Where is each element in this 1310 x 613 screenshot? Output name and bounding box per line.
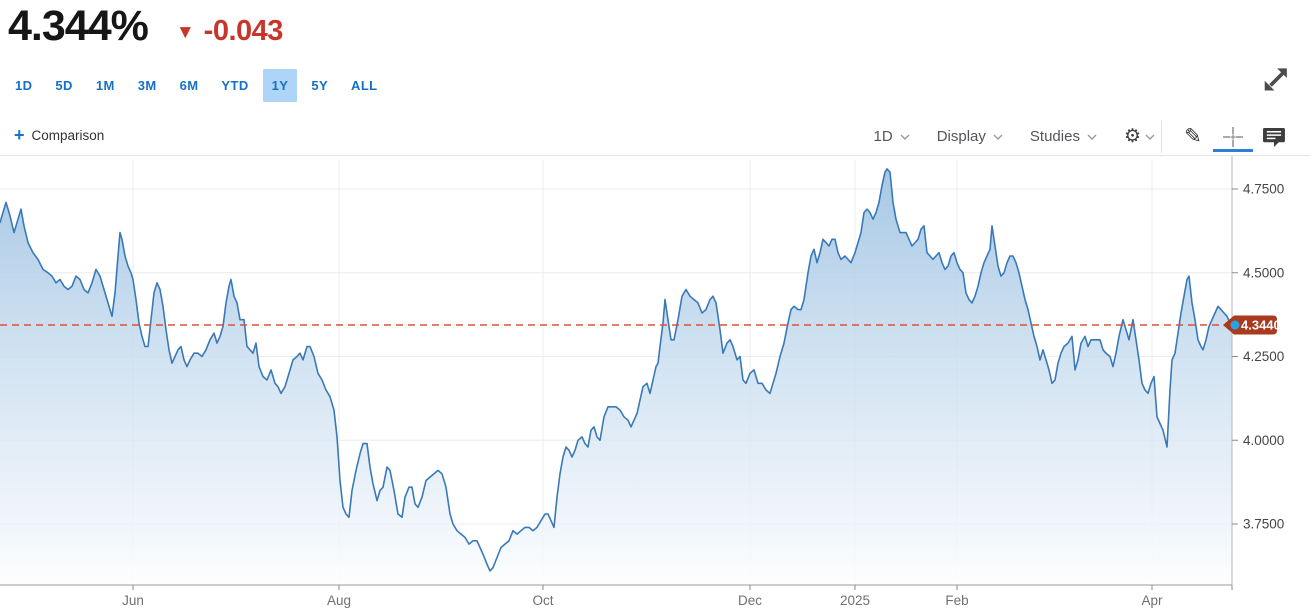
y-axis-label: 3.7500 [1243,517,1284,532]
x-axis-label: Dec [738,593,762,608]
draw-tool-button[interactable]: ✎ [1176,118,1210,155]
pencil-icon: ✎ [1184,125,1202,148]
change-value: -0.043 [203,15,284,47]
current-yield: 4.344% [8,2,149,50]
y-axis-label: 4.2500 [1243,349,1284,364]
add-comparison-button[interactable]: + Comparison [14,126,104,144]
y-axis-label: 4.7500 [1243,182,1284,197]
interval-label: 1D [873,128,893,145]
current-price-dot [1230,320,1240,330]
down-triangle-icon: ▼ [175,22,195,43]
y-axis-label: 4.0000 [1243,433,1284,448]
tab-5d[interactable]: 5D [55,78,73,93]
y-axis-label: 4.5000 [1243,265,1284,280]
plus-icon: + [14,125,25,145]
gear-icon: ⚙ [1123,126,1141,147]
chat-bubble-icon [1262,127,1285,147]
x-axis-label: Jun [122,593,144,608]
display-label: Display [936,128,986,145]
x-axis-label: 2025 [840,593,870,608]
expand-arrows-icon [1264,68,1287,91]
toolbar-controls: 1D Display Studies ⚙ ✎ [874,118,1290,155]
comments-button[interactable] [1256,118,1290,155]
chart-toolbar: + Comparison 1D Display Studies ⚙ ✎ [0,118,1310,156]
tab-6m[interactable]: 6M [179,78,199,93]
tab-ytd[interactable]: YTD [221,78,249,93]
interval-dropdown[interactable]: 1D [874,128,910,145]
x-axis-label: Apr [1141,593,1163,608]
last-price-badge [1223,315,1277,335]
tab-5y[interactable]: 5Y [311,78,329,93]
price-line [0,168,1233,572]
studies-dropdown[interactable]: Studies [1030,128,1097,145]
comparison-label: Comparison [31,127,105,143]
settings-dropdown[interactable]: ⚙ [1124,127,1155,146]
crosshair-icon [1223,126,1243,147]
expand-chart-button[interactable] [1262,64,1292,94]
chevron-down-icon [900,134,910,140]
area-fill [0,168,1232,585]
range-tabs: 1D 5D 1M 3M 6M YTD 1Y 5Y ALL [6,69,392,102]
price-chart[interactable]: Jun Aug Oct Dec 2025 Feb Apr 4.7500 4.5000 4.2500… [0,156,1310,613]
chevron-down-icon [1087,134,1097,140]
x-axis-label: Feb [945,593,968,608]
tab-1y[interactable]: 1Y [262,69,298,102]
tab-all[interactable]: ALL [351,78,378,93]
active-tool-indicator [1213,149,1253,152]
chevron-down-icon [993,134,1003,140]
chevron-down-icon [1145,134,1155,140]
toolbar-divider [1161,120,1162,153]
tab-1d[interactable]: 1D [15,78,33,93]
x-axis-label: Aug [327,593,351,608]
x-axis-label: Oct [532,593,553,608]
area-chart-canvas[interactable]: Jun Aug Oct Dec 2025 Feb Apr 4.7500 4.5000 4.2500… [0,156,1310,613]
quote-header: 4.344% ▼ -0.043 [8,2,283,51]
change-group: ▼ -0.043 [175,15,284,48]
last-price-badge-value: 4.3440 [1241,318,1281,333]
tab-3m[interactable]: 3M [137,78,157,93]
tab-1m[interactable]: 1M [95,78,115,93]
crosshair-tool-button[interactable] [1213,118,1253,155]
studies-label: Studies [1029,128,1080,145]
display-dropdown[interactable]: Display [937,128,1003,145]
